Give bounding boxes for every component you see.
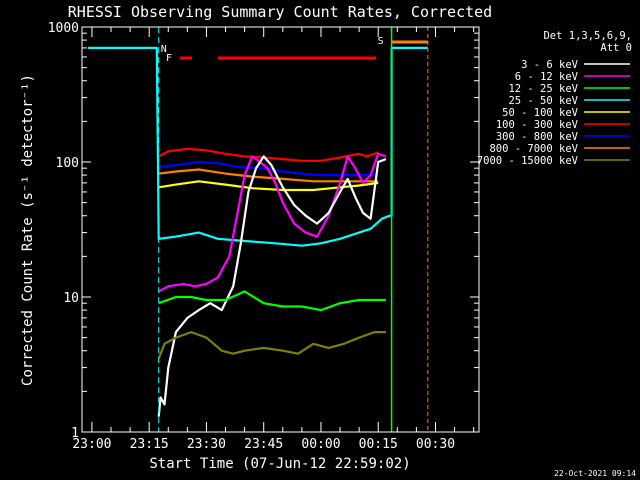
series-line-3-6kev (157, 155, 387, 417)
legend-label: 12 - 25 keV (508, 83, 578, 95)
y-tick-label: 10 (63, 291, 79, 306)
legend-label: 300 - 800 keV (496, 131, 579, 143)
legend-label: 100 - 300 keV (496, 119, 579, 131)
footer-timestamp: 22-Oct-2021 09:14 (554, 469, 636, 478)
y-tick-label: 100 (56, 156, 79, 171)
legend-label: 25 - 50 keV (508, 95, 578, 107)
legend-label: 50 - 100 keV (502, 107, 579, 119)
flag-layer: NF S (158, 27, 429, 432)
legend-header: Det 1,3,5,6,9, (543, 30, 632, 42)
plot-frame (81, 26, 480, 433)
legend-label: 3 - 6 keV (521, 59, 579, 71)
x-axis: 23:00 23:15 23:30 23:45 00:00 00:15 00:30 (72, 27, 475, 452)
x-tick-label: 00:00 (301, 437, 340, 452)
series-layer (88, 46, 428, 417)
legend-header: Att 0 (600, 42, 632, 54)
flag-label-s: S (378, 36, 384, 47)
flag-label-n: N (161, 44, 167, 55)
x-tick-label: 23:45 (244, 437, 283, 452)
x-tick-label: 00:30 (416, 437, 455, 452)
x-tick-label: 00:15 (359, 437, 398, 452)
y-axis-label: Corrected Count Rate (s⁻¹ detector⁻¹) (20, 74, 36, 386)
legend-label: 800 - 7000 keV (489, 143, 578, 155)
flag-label-f: F (166, 53, 172, 64)
y-tick-label: 1 (71, 426, 79, 441)
x-tick-label: 23:30 (187, 437, 226, 452)
chart-title: RHESSI Observing Summary Count Rates, Co… (68, 3, 492, 21)
series-line-25-50kev (88, 46, 428, 247)
series-line-100-300kev (158, 147, 379, 162)
legend-label: 7000 - 15000 keV (477, 155, 579, 167)
x-tick-label: 23:15 (130, 437, 169, 452)
legend-label: 6 - 12 keV (515, 71, 579, 83)
series-line-6-12kev (158, 152, 387, 293)
series-line-7000-15000kev (157, 331, 386, 360)
x-axis-label: Start Time (07-Jun-12 22:59:02) (149, 456, 410, 472)
series-line-12-25kev (158, 290, 386, 312)
y-axis: 1 10 100 1000 (48, 21, 479, 441)
series-line-50-100kev (158, 180, 379, 192)
x-tick-label: 23:00 (72, 437, 111, 452)
y-tick-label: 1000 (48, 21, 79, 36)
